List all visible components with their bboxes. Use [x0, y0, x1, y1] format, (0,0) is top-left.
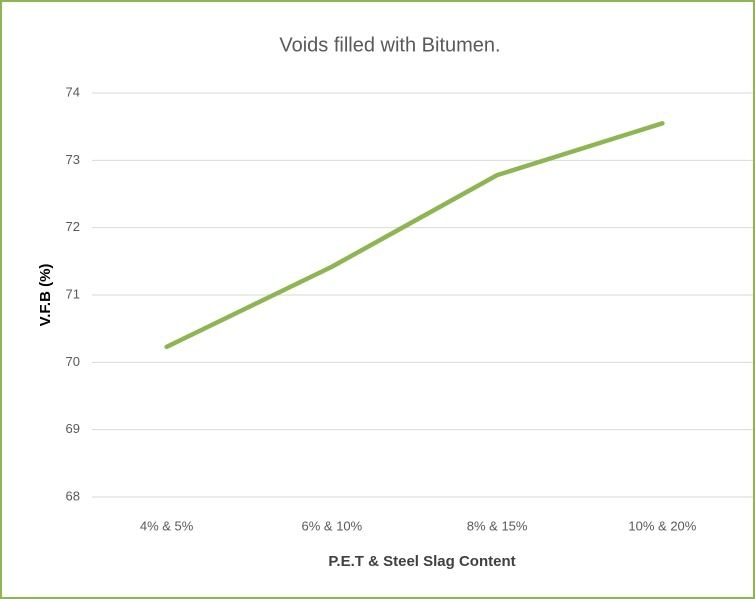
y-tick-label: 72 [66, 219, 80, 234]
x-tick-label: 8% & 15% [467, 518, 528, 533]
y-tick-label: 74 [66, 84, 80, 99]
y-tick-label: 71 [66, 286, 80, 301]
x-tick-label: 10% & 20% [628, 518, 696, 533]
x-axis-label: P.E.T & Steel Slag Content [328, 553, 515, 570]
y-tick-label: 69 [66, 421, 80, 436]
y-tick-label: 68 [66, 488, 80, 503]
y-axis-label: V.F.B (%) [37, 264, 54, 327]
data-line [164, 121, 665, 350]
y-tick-label: 73 [66, 152, 80, 167]
x-tick-label: 6% & 10% [302, 518, 363, 533]
chart-title: Voids filled with Bitumen. [279, 34, 500, 56]
x-tick-label: 4% & 5% [140, 518, 194, 533]
y-tick-label: 70 [66, 354, 80, 369]
